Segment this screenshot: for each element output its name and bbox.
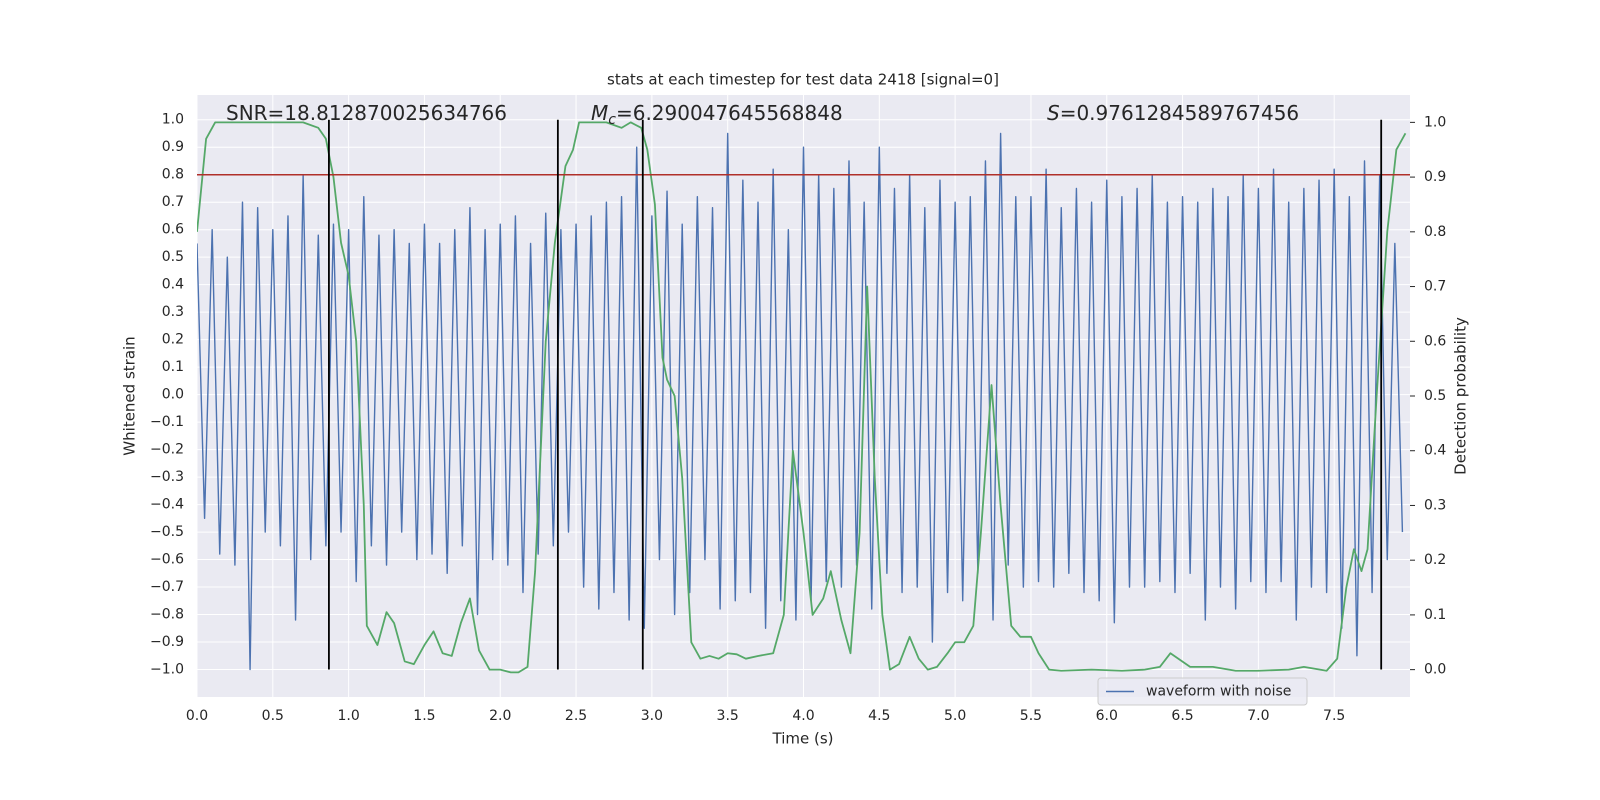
- y2-tick-label: 0.8: [1424, 224, 1446, 240]
- y-tick-label: 0.9: [162, 139, 184, 155]
- x-tick-label: 6.0: [1096, 708, 1118, 724]
- x-tick-label: 2.0: [489, 708, 511, 724]
- y-tick-label: −1.0: [150, 662, 184, 678]
- annotation-text: =6.290047645568848: [616, 101, 843, 125]
- y-tick-label: −0.2: [150, 442, 184, 458]
- annotation: SNR=18.812870025634766: [226, 101, 507, 125]
- x-tick-label: 4.0: [792, 708, 814, 724]
- y-tick-label: 0.0: [162, 387, 184, 403]
- y2-tick-label: 0.5: [1424, 388, 1446, 404]
- annotation-subscript: c: [608, 112, 616, 128]
- y-tick-label: −0.5: [150, 524, 184, 540]
- y-tick-label: 0.6: [162, 222, 184, 238]
- y2-tick-label: 1.0: [1424, 114, 1446, 130]
- y-axis-title: Whitened strain: [121, 336, 139, 455]
- y-tick-label: 0.8: [162, 167, 184, 183]
- x-tick-label: 1.5: [413, 708, 435, 724]
- waveform-line: [197, 132, 1404, 671]
- y-tick-label: 0.3: [162, 304, 184, 320]
- annotation-text: SNR=18.812870025634766: [226, 101, 507, 125]
- x-tick-label: 7.5: [1323, 708, 1345, 724]
- y2-tick-label: 0.2: [1424, 552, 1446, 568]
- x-tick-label: 3.5: [717, 708, 739, 724]
- probability-line: [197, 121, 1407, 674]
- x-axis-title: Time (s): [772, 730, 834, 748]
- y-tick-label: 0.7: [162, 194, 184, 210]
- y-tick-label: 0.2: [162, 332, 184, 348]
- y2-tick-label: 0.3: [1424, 497, 1446, 513]
- y-tick-label: −0.4: [150, 497, 184, 513]
- legend-label: waveform with noise: [1146, 684, 1291, 700]
- y-tick-label: 0.5: [162, 249, 184, 265]
- y-tick-label: 1.0: [162, 112, 184, 128]
- y2-tick-label: 0.0: [1424, 662, 1446, 678]
- y2-tick-label: 0.1: [1424, 607, 1446, 623]
- x-tick-label: 0.0: [186, 708, 208, 724]
- annotation: S=0.9761284589767456: [1047, 101, 1299, 125]
- x-tick-label: 3.0: [641, 708, 663, 724]
- legend-box: [1097, 677, 1308, 706]
- y-tick-label: −0.3: [150, 469, 184, 485]
- y2-tick-label: 0.7: [1424, 279, 1446, 295]
- x-tick-label: 2.5: [565, 708, 587, 724]
- x-tick-label: 5.0: [944, 708, 966, 724]
- y-tick-label: 0.4: [162, 277, 184, 293]
- y2-tick-label: 0.4: [1424, 443, 1446, 459]
- y2-tick-label: 0.9: [1424, 169, 1446, 185]
- y-tick-label: −0.7: [150, 579, 184, 595]
- chart-title: stats at each timestep for test data 241…: [607, 71, 999, 89]
- y-tick-label: 0.1: [162, 359, 184, 375]
- y-tick-label: −0.8: [150, 607, 184, 623]
- x-tick-label: 0.5: [262, 708, 284, 724]
- x-tick-label: 5.5: [1020, 708, 1042, 724]
- annotation-symbol: S: [1047, 101, 1060, 125]
- y2-tick-label: 0.6: [1424, 333, 1446, 349]
- x-tick-label: 7.0: [1247, 708, 1269, 724]
- x-tick-label: 1.0: [337, 708, 359, 724]
- annotation-text: =0.9761284589767456: [1060, 101, 1299, 125]
- y-tick-label: −0.9: [150, 634, 184, 650]
- annotation-symbol: M: [591, 101, 608, 125]
- annotation: Mc=6.290047645568848: [591, 101, 843, 129]
- y2-axis-title: Detection probability: [1452, 317, 1470, 475]
- y-tick-label: −0.1: [150, 414, 184, 430]
- x-tick-label: 6.5: [1171, 708, 1193, 724]
- x-tick-label: 4.5: [868, 708, 890, 724]
- y-tick-label: −0.6: [150, 552, 184, 568]
